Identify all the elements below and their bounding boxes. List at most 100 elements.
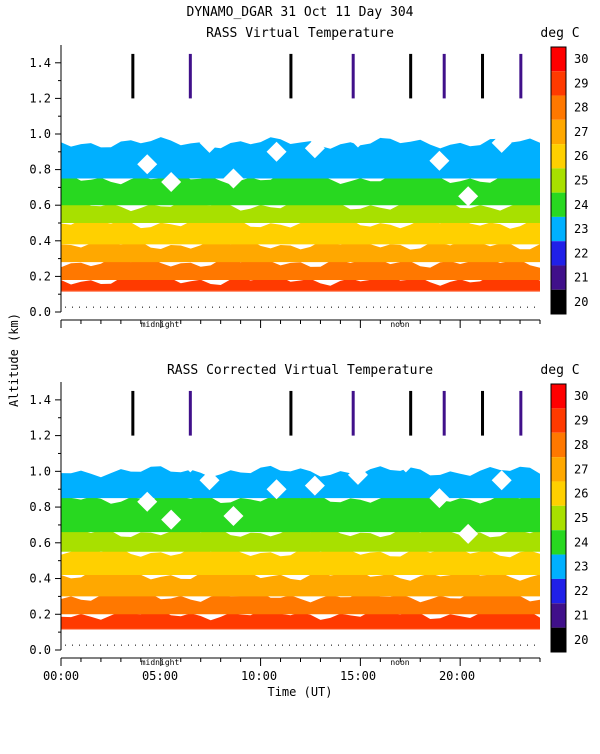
colorbar-tick-label: 26: [574, 487, 588, 501]
ground-dot: [261, 306, 262, 308]
ground-dot: [373, 644, 374, 646]
ground-dot: [254, 306, 255, 308]
ground-dot: [135, 306, 136, 308]
no-data-region: [458, 523, 479, 544]
colorbar-tick-label: 27: [574, 125, 588, 139]
ground-dot: [296, 306, 297, 308]
colorbar-tick-label: 30: [574, 389, 588, 403]
panel-top-plot[interactable]: 0.0 0.2 0.4 0.6 0.8 1.0 1.2 1.4: [29, 45, 541, 328]
ground-dot: [513, 306, 514, 308]
panel-bottom-plot[interactable]: 0.0 0.2 0.4 0.6 0.8 1.0 1.2 1.4: [29, 382, 541, 666]
ground-dot: [184, 644, 185, 646]
y-tick-label: 0.8: [29, 163, 51, 177]
colorbar-segment: [551, 265, 566, 290]
colorbar-segment: [551, 432, 566, 458]
ground-dot: [366, 306, 367, 308]
ground-dot: [359, 644, 360, 646]
ground-dot: [534, 306, 535, 308]
no-data-region: [304, 475, 325, 496]
colorbar-tick-label: 23: [574, 222, 588, 236]
colorbar-segment: [551, 216, 566, 242]
no-data-region: [429, 488, 450, 509]
x-tick-label: 05:00: [142, 669, 178, 683]
colorbar-segment: [551, 71, 566, 96]
ground-dot: [156, 644, 157, 646]
ground-dot: [156, 306, 157, 308]
ground-dot: [177, 306, 178, 308]
y-tick-label: 1.4: [29, 56, 51, 70]
colorbar-segment: [551, 481, 566, 506]
ground-dot: [86, 306, 87, 308]
ground-dot: [345, 644, 346, 646]
ground-dot: [142, 306, 143, 308]
no-data-region: [395, 115, 416, 136]
cold-return-spike: [188, 390, 192, 436]
ground-dot: [387, 306, 388, 308]
ground-dot: [247, 644, 248, 646]
colorbar-segment: [551, 408, 566, 433]
colorbar-segment: [551, 192, 566, 217]
no-data-region: [161, 172, 182, 193]
ground-dot: [415, 306, 416, 308]
ground-dot: [506, 306, 507, 308]
heatmap-layer: [61, 390, 540, 630]
ground-dot: [338, 644, 339, 646]
ground-dot: [422, 644, 423, 646]
colorbar-tick-label: 25: [574, 174, 588, 188]
no-data-region: [395, 452, 416, 473]
ground-dot: [226, 306, 227, 308]
ground-dot: [107, 306, 108, 308]
temperature-band: [61, 173, 540, 206]
panel-top-colorbar-unit: deg C: [540, 26, 579, 41]
ground-dot: [100, 306, 101, 308]
ground-dot: [72, 306, 73, 308]
cold-return-spike: [351, 53, 355, 99]
ground-dot: [268, 644, 269, 646]
ground-dot: [366, 644, 367, 646]
cold-return-spike: [289, 53, 293, 99]
ground-dot: [324, 644, 325, 646]
no-data-region: [199, 470, 220, 491]
ground-dot: [380, 644, 381, 646]
panel-bottom-title: RASS Corrected Virtual Temperature: [167, 363, 433, 378]
panel-top-marker-noon: noon: [390, 320, 409, 329]
ground-dot: [338, 306, 339, 308]
panel-bottom-colorbar-unit: deg C: [540, 363, 579, 378]
ground-dot: [317, 644, 318, 646]
ground-dot: [275, 644, 276, 646]
ground-dot: [436, 644, 437, 646]
ground-dot: [296, 644, 297, 646]
colorbar-frame: [550, 383, 567, 653]
colorbar-tick-label: 27: [574, 462, 588, 476]
ground-dot: [450, 306, 451, 308]
ground-dot: [261, 644, 262, 646]
ground-dot: [149, 306, 150, 308]
no-data-region: [491, 470, 512, 491]
ground-dot: [520, 644, 521, 646]
colorbar-segment: [551, 168, 566, 193]
no-data-region: [290, 443, 311, 464]
ground-dot: [527, 306, 528, 308]
y-tick-label: 1.2: [29, 91, 51, 105]
cold-return-spike: [519, 390, 523, 436]
no-data-region: [223, 168, 244, 189]
temperature-band: [61, 465, 540, 499]
y-tick-label: 0.2: [29, 607, 51, 621]
ground-dot: [191, 306, 192, 308]
ground-dot: [282, 644, 283, 646]
ground-dot: [387, 644, 388, 646]
colorbar-tick-label: 30: [574, 52, 588, 66]
colorbar-tick-label: 21: [574, 608, 588, 622]
ground-dot: [289, 644, 290, 646]
ground-dot: [380, 306, 381, 308]
no-data-region: [223, 506, 244, 526]
colorbar-segment: [551, 505, 566, 531]
ground-dot: [100, 644, 101, 646]
ground-dot: [79, 644, 80, 646]
colorbar-tick-label: 24: [574, 535, 588, 549]
ground-dot: [310, 644, 311, 646]
y-tick-label: 1.4: [29, 393, 51, 407]
ground-dot: [303, 306, 304, 308]
ground-dot: [142, 644, 143, 646]
colorbar-segment: [551, 95, 566, 120]
